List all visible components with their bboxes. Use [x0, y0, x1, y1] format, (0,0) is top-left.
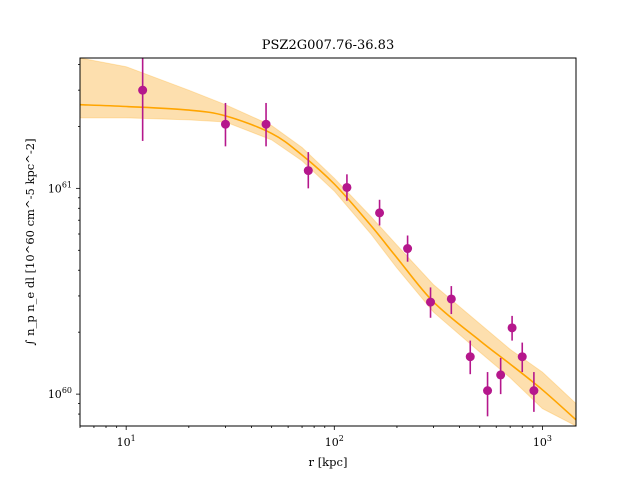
data-point — [507, 323, 517, 333]
x-axis-label: r [kpc] — [309, 455, 348, 469]
y-axis-label: ∫ n_p n_e dl [10^60 cm^-5 kpc^-2] — [23, 138, 37, 345]
data-point — [303, 166, 313, 176]
model-uncertainty-band — [80, 58, 576, 426]
data-point — [375, 208, 385, 218]
data-point — [496, 370, 506, 380]
plot-frame — [79, 57, 577, 427]
ticks-layer: 101 102 103 1060 1061 — [48, 64, 552, 449]
data-point — [403, 244, 413, 254]
data-point — [138, 85, 148, 95]
data-point — [342, 182, 352, 192]
data-point — [529, 386, 539, 396]
data-point — [261, 119, 271, 129]
data-point — [220, 119, 230, 129]
data-point — [446, 294, 456, 304]
model-median-line — [80, 103, 576, 421]
data-points-layer — [138, 58, 539, 417]
y-tick-label: 1060 — [48, 386, 72, 401]
data-point — [426, 297, 436, 307]
x-tick-label: 101 — [117, 434, 136, 449]
data-point — [517, 352, 527, 362]
x-tick-label: 103 — [533, 434, 552, 449]
y-tick-label: 1061 — [48, 180, 72, 195]
model-line-layer — [80, 103, 576, 421]
chart-title: PSZ2G007.76-36.83 — [262, 38, 394, 53]
data-point — [483, 386, 493, 396]
model-band-layer — [80, 58, 576, 426]
x-tick-label: 102 — [325, 434, 344, 449]
data-point — [465, 352, 475, 362]
